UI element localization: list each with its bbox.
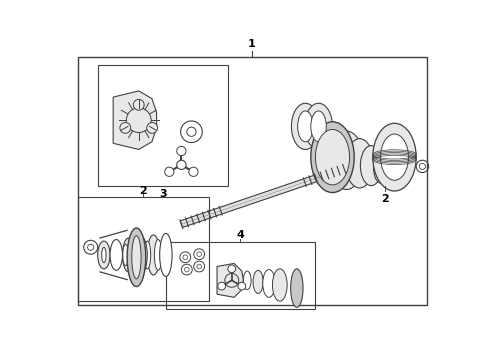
Ellipse shape <box>147 122 158 133</box>
Ellipse shape <box>102 247 106 263</box>
Bar <box>166 242 316 309</box>
Polygon shape <box>217 264 244 297</box>
Ellipse shape <box>316 130 349 185</box>
Ellipse shape <box>112 246 117 264</box>
Ellipse shape <box>329 131 364 189</box>
Text: 3: 3 <box>159 189 167 199</box>
Bar <box>78 57 427 305</box>
Ellipse shape <box>144 241 151 269</box>
Ellipse shape <box>345 139 373 188</box>
Text: 1: 1 <box>248 39 256 49</box>
Ellipse shape <box>311 111 326 142</box>
Polygon shape <box>113 91 157 149</box>
Ellipse shape <box>311 122 354 193</box>
Ellipse shape <box>160 233 172 276</box>
Text: 2: 2 <box>140 186 147 195</box>
Ellipse shape <box>244 271 251 289</box>
Ellipse shape <box>228 265 236 273</box>
Ellipse shape <box>297 111 313 142</box>
Ellipse shape <box>189 167 198 176</box>
Ellipse shape <box>127 228 146 287</box>
Bar <box>78 197 209 301</box>
Text: 2: 2 <box>381 194 389 204</box>
Ellipse shape <box>312 123 353 191</box>
Ellipse shape <box>122 238 135 272</box>
Ellipse shape <box>123 244 128 266</box>
Ellipse shape <box>381 134 409 180</box>
Ellipse shape <box>120 122 131 133</box>
Ellipse shape <box>218 282 225 290</box>
Ellipse shape <box>373 123 416 191</box>
Ellipse shape <box>147 235 160 275</box>
Ellipse shape <box>133 243 140 267</box>
Ellipse shape <box>305 103 333 149</box>
Ellipse shape <box>135 237 147 274</box>
Polygon shape <box>180 166 345 228</box>
Ellipse shape <box>132 236 141 279</box>
Ellipse shape <box>165 167 174 176</box>
Ellipse shape <box>292 103 319 149</box>
Bar <box>98 65 228 186</box>
Ellipse shape <box>154 239 162 270</box>
Ellipse shape <box>133 99 144 110</box>
Text: 4: 4 <box>236 230 244 240</box>
Ellipse shape <box>177 160 186 170</box>
Ellipse shape <box>253 270 263 293</box>
Ellipse shape <box>110 239 122 270</box>
Ellipse shape <box>177 147 186 156</box>
Ellipse shape <box>263 270 275 297</box>
Ellipse shape <box>361 145 382 186</box>
Ellipse shape <box>272 269 287 301</box>
Ellipse shape <box>373 153 389 183</box>
Ellipse shape <box>98 241 110 269</box>
Ellipse shape <box>291 269 303 307</box>
Ellipse shape <box>238 282 245 290</box>
